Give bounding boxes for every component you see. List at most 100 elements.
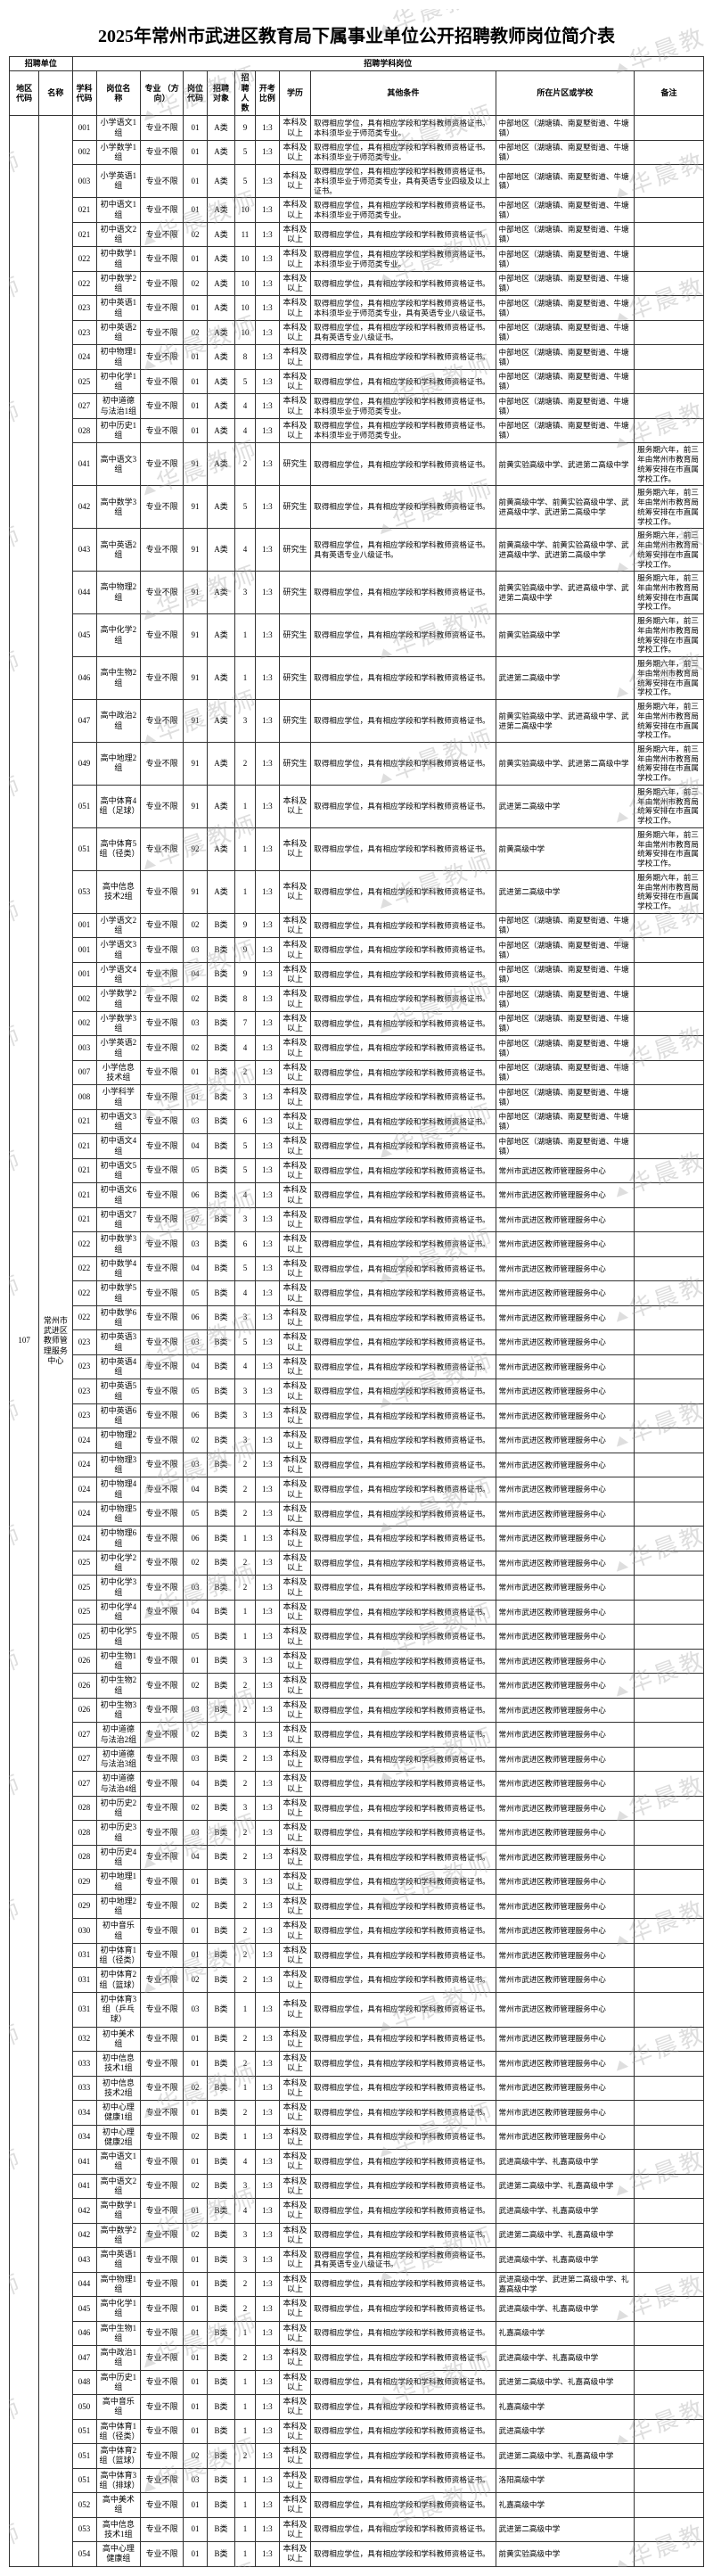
table-row[interactable]: 022 初中数学5组 专业不限 05 B类 4 1:3 本科及 以上 取得相应学位，具有相应学段… [10, 1281, 704, 1306]
table-row[interactable]: 051 高中体育2组（篮球） 专业不限 02 B类 2 1:3 本科及 以上 取得相应学位，具有… [10, 2444, 704, 2469]
table-row[interactable]: 022 初中数学6组 专业不限 06 B类 3 1:3 本科及 以上 取得相应学位，具有相应学段… [10, 1305, 704, 1330]
table-row[interactable]: 025 初中化学4组 专业不限 04 B类 1 1:3 本科及 以上 取得相应学位，具有相应学段… [10, 1600, 704, 1625]
table-row[interactable]: 034 初中心理健康1组 专业不限 01 B类 2 1:3 本科及 以上 取得相应学位，具有相应… [10, 2101, 704, 2126]
table-row[interactable]: 042 高中数学1组 专业不限 01 B类 4 1:3 本科及 以上 取得相应学位，具有相应学段… [10, 2199, 704, 2224]
table-row[interactable]: 024 初中物理4组 专业不限 04 B类 2 1:3 本科及 以上 取得相应学位，具有相应学段… [10, 1477, 704, 1502]
table-row[interactable]: 047 高中政治1组 专业不限 01 B类 2 1:3 本科及 以上 取得相应学位，具有相应学段… [10, 2346, 704, 2371]
table-row[interactable]: 044 高中物理1组 专业不限 01 B类 2 1:3 本科及 以上 取得相应学位，具有相应学段… [10, 2272, 704, 2297]
table-row[interactable]: 107 常州市武进区教师管理服务中心 001 小学语文1组 专业不限 01 A类 9 1:3 本科… [10, 116, 704, 141]
table-row[interactable]: 042 高中数学2组 专业不限 02 B类 3 1:3 本科及 以上 取得相应学位，具有相应学段… [10, 2223, 704, 2248]
table-row[interactable]: 002 小学数学1组 专业不限 01 A类 5 1:3 本科及 以上 取得相应学位，具有相应学段… [10, 140, 704, 165]
table-row[interactable]: 022 初中数学2组 专业不限 02 A类 10 1:3 本科及 以上 取得相应学位，具有相应学… [10, 271, 704, 296]
table-row[interactable]: 048 高中历史1组 专业不限 01 B类 1 1:3 本科及 以上 取得相应学位，具有相应学段… [10, 2370, 704, 2395]
table-row[interactable]: 021 初中语文4组 专业不限 04 B类 5 1:3 本科及 以上 取得相应学位，具有相应学段… [10, 1134, 704, 1159]
table-row[interactable]: 023 初中英语6组 专业不限 06 B类 3 1:3 本科及 以上 取得相应学位，具有相应学段… [10, 1403, 704, 1428]
table-row[interactable]: 051 高中体育3组（排球） 专业不限 03 B类 1 1:3 本科及 以上 取得相应学位，具有… [10, 2468, 704, 2493]
table-row[interactable]: 021 初中语文5组 专业不限 05 B类 5 1:3 本科及 以上 取得相应学位，具有相应学段… [10, 1158, 704, 1183]
post-code-cell: 02 [183, 1428, 207, 1453]
table-row[interactable]: 049 高中地理2组 专业不限 91 A类 2 1:3 研究生 取得相应学位，具有相应学段和学科… [10, 743, 704, 786]
table-row[interactable]: 046 高中生物2组 专业不限 91 A类 1 1:3 研究生 取得相应学位，具有相应学段和学科… [10, 657, 704, 700]
table-row[interactable]: 027 初中道德与法治3组 专业不限 03 B类 2 1:3 本科及 以上 取得相应学位，具有相… [10, 1747, 704, 1772]
table-row[interactable]: 003 小学英语2组 专业不限 02 B类 4 1:3 本科及 以上 取得相应学位，具有相应学段… [10, 1036, 704, 1061]
table-row[interactable]: 007 小学信息技术组 专业不限 01 B类 2 1:3 本科及 以上 取得相应学位，具有相应学… [10, 1060, 704, 1085]
table-row[interactable]: 026 初中生物1组 专业不限 01 B类 3 1:3 本科及 以上 取得相应学位，具有相应学段… [10, 1649, 704, 1674]
table-row[interactable]: 002 小学数学2组 专业不限 02 B类 8 1:3 本科及 以上 取得相应学位，具有相应学段… [10, 987, 704, 1012]
table-row[interactable]: 034 初中心理健康2组 专业不限 02 B类 1 1:3 本科及 以上 取得相应学位，具有相应… [10, 2125, 704, 2150]
education-cell: 本科及 以上 [279, 320, 310, 345]
table-row[interactable]: 003 小学英语1组 专业不限 01 A类 5 1:3 本科及 以上 取得相应学位，具有相应学段… [10, 165, 704, 198]
table-row[interactable]: 041 高中语文1组 专业不限 01 B类 4 1:3 本科及 以上 取得相应学位，具有相应学段… [10, 2150, 704, 2175]
table-row[interactable]: 021 初中语文6组 专业不限 06 B类 4 1:3 本科及 以上 取得相应学位，具有相应学段… [10, 1183, 704, 1208]
table-row[interactable]: 024 初中物理5组 专业不限 05 B类 2 1:3 本科及 以上 取得相应学位，具有相应学段… [10, 1502, 704, 1527]
table-row[interactable]: 054 高中心理健康组 专业不限 01 B类 1 1:3 本科及 以上 取得相应学位，具有相应学… [10, 2542, 704, 2567]
table-row[interactable]: 021 初中语文7组 专业不限 07 B类 3 1:3 本科及 以上 取得相应学位，具有相应学段… [10, 1207, 704, 1232]
table-row[interactable]: 021 初中语文2组 专业不限 02 A类 11 1:3 本科及 以上 取得相应学位，具有相应学… [10, 222, 704, 247]
table-row[interactable]: 026 初中生物3组 专业不限 03 B类 2 1:3 本科及 以上 取得相应学位，具有相应学段… [10, 1698, 704, 1723]
table-row[interactable]: 053 高中信息技术2组 专业不限 91 A类 1 1:3 本科及 以上 取得相应学位，具有相应… [10, 870, 704, 913]
post-name-cell: 高中数学2组 [96, 2223, 141, 2248]
table-row[interactable]: 028 初中历史2组 专业不限 02 B类 3 1:3 本科及 以上 取得相应学位，具有相应学段… [10, 1796, 704, 1821]
table-row[interactable]: 022 初中数学3组 专业不限 03 B类 6 1:3 本科及 以上 取得相应学位，具有相应学段… [10, 1232, 704, 1257]
table-row[interactable]: 045 高中化学2组 专业不限 91 A类 1 1:3 研究生 取得相应学位，具有相应学段和学科… [10, 614, 704, 657]
table-row[interactable]: 024 初中物理6组 专业不限 06 B类 1 1:3 本科及 以上 取得相应学位，具有相应学段… [10, 1527, 704, 1551]
table-row[interactable]: 001 小学语文3组 专业不限 03 B类 9 1:3 本科及 以上 取得相应学位，具有相应学段… [10, 938, 704, 963]
table-row[interactable]: 024 初中物理1组 专业不限 01 A类 8 1:3 本科及 以上 取得相应学位，具有相应学段… [10, 345, 704, 370]
table-row[interactable]: 031 初中体育1组（径类） 专业不限 01 B类 2 1:3 本科及 以上 取得相应学位，具有… [10, 1943, 704, 1968]
table-row[interactable]: 041 高中语文3组 专业不限 91 A类 2 1:3 研究生 取得相应学位，具有相应学段和学科… [10, 443, 704, 486]
table-row[interactable]: 031 初中体育2组（篮球） 专业不限 02 B类 2 1:3 本科及 以上 取得相应学位，具有… [10, 1968, 704, 1993]
table-row[interactable]: 043 高中英语1组 专业不限 01 B类 3 1:3 本科及 以上 取得相应学位，具有相应学段… [10, 2248, 704, 2273]
table-row[interactable]: 044 高中物理2组 专业不限 91 A类 3 1:3 研究生 取得相应学位，具有相应学段和学科… [10, 572, 704, 614]
table-row[interactable]: 053 高中信息技术1组 专业不限 01 B类 1 1:3 本科及 以上 取得相应学位，具有相应… [10, 2517, 704, 2542]
table-row[interactable]: 023 初中英语5组 专业不限 05 B类 3 1:3 本科及 以上 取得相应学位，具有相应学段… [10, 1379, 704, 1404]
table-row[interactable]: 002 小学数学3组 专业不限 03 B类 7 1:3 本科及 以上 取得相应学位，具有相应学段… [10, 1011, 704, 1036]
table-row[interactable]: 046 高中生物1组 专业不限 01 B类 1 1:3 本科及 以上 取得相应学位，具有相应学段… [10, 2321, 704, 2346]
table-row[interactable]: 023 初中英语4组 专业不限 04 B类 4 1:3 本科及 以上 取得相应学位，具有相应学段… [10, 1354, 704, 1379]
table-row[interactable]: 023 初中英语1组 专业不限 01 A类 10 1:3 本科及 以上 取得相应学位，具有相应学… [10, 296, 704, 321]
table-row[interactable]: 008 小学科学组 专业不限 01 B类 3 1:3 本科及 以上 取得相应学位，具有相应学段和… [10, 1085, 704, 1110]
table-row[interactable]: 021 初中语文3组 专业不限 03 B类 6 1:3 本科及 以上 取得相应学位，具有相应学段… [10, 1109, 704, 1134]
table-row[interactable]: 025 初中化学1组 专业不限 01 A类 5 1:3 本科及 以上 取得相应学位，具有相应学段… [10, 369, 704, 394]
table-row[interactable]: 025 初中化学3组 专业不限 03 B类 2 1:3 本科及 以上 取得相应学位，具有相应学段… [10, 1576, 704, 1601]
table-row[interactable]: 041 高中语文2组 专业不限 02 B类 3 1:3 本科及 以上 取得相应学位，具有相应学段… [10, 2174, 704, 2199]
table-row[interactable]: 001 小学语文2组 专业不限 02 B类 9 1:3 本科及 以上 取得相应学位，具有相应学段… [10, 913, 704, 938]
table-row[interactable]: 024 初中物理2组 专业不限 02 B类 3 1:3 本科及 以上 取得相应学位，具有相应学段… [10, 1428, 704, 1453]
table-row[interactable]: 045 高中化学1组 专业不限 01 B类 2 1:3 本科及 以上 取得相应学位，具有相应学段… [10, 2297, 704, 2322]
table-row[interactable]: 025 初中化学2组 专业不限 02 B类 2 1:3 本科及 以上 取得相应学位，具有相应学段… [10, 1551, 704, 1576]
table-row[interactable]: 023 初中英语2组 专业不限 02 A类 10 1:3 本科及 以上 取得相应学位，具有相应学… [10, 320, 704, 345]
table-row[interactable]: 026 初中生物2组 专业不限 02 B类 2 1:3 本科及 以上 取得相应学位，具有相应学段… [10, 1674, 704, 1699]
table-row[interactable]: 024 初中物理3组 专业不限 03 B类 2 1:3 本科及 以上 取得相应学位，具有相应学段… [10, 1453, 704, 1477]
table-row[interactable]: 051 高中体育1组（径类） 专业不限 01 B类 1 1:3 本科及 以上 取得相应学位，具有… [10, 2419, 704, 2444]
table-row[interactable]: 027 初中道德与法治1组 专业不限 01 A类 4 1:3 本科及 以上 取得相应学位，具有相… [10, 394, 704, 419]
subject-code-cell: 049 [72, 743, 96, 786]
table-row[interactable]: 022 初中数学1组 专业不限 01 A类 10 1:3 本科及 以上 取得相应学位，具有相应学… [10, 247, 704, 272]
table-row[interactable]: 028 初中历史4组 专业不限 04 B类 2 1:3 本科及 以上 取得相应学位，具有相应学段… [10, 1845, 704, 1870]
table-row[interactable]: 027 初中道德与法治2组 专业不限 02 B类 3 1:3 本科及 以上 取得相应学位，具有相… [10, 1723, 704, 1748]
table-row[interactable]: 050 高中音乐组 专业不限 01 B类 1 1:3 本科及 以上 取得相应学位，具有相应学段和… [10, 2395, 704, 2420]
table-row[interactable]: 025 初中化学5组 专业不限 05 B类 1 1:3 本科及 以上 取得相应学位，具有相应学段… [10, 1625, 704, 1650]
education-cell: 本科及 以上 [279, 1109, 310, 1134]
table-row[interactable]: 029 初中地理2组 专业不限 02 B类 2 1:3 本科及 以上 取得相应学位，具有相应学段… [10, 1894, 704, 1919]
table-row[interactable]: 022 初中数学4组 专业不限 04 B类 5 1:3 本科及 以上 取得相应学位，具有相应学段… [10, 1256, 704, 1281]
table-row[interactable]: 031 初中体育3组（乒乓球） 专业不限 03 B类 1 1:3 本科及 以上 取得相应学位，具… [10, 1992, 704, 2027]
major-cell: 专业不限 [141, 1551, 184, 1576]
table-row[interactable]: 042 高中数学3组 专业不限 91 A类 5 1:3 研究生 取得相应学位，具有相应学段和学科… [10, 486, 704, 529]
table-row[interactable]: 033 初中信息技术1组 专业不限 01 B类 2 1:3 本科及 以上 取得相应学位，具有相应… [10, 2052, 704, 2077]
table-row[interactable]: 029 初中地理1组 专业不限 01 B类 3 1:3 本科及 以上 取得相应学位，具有相应学段… [10, 1870, 704, 1895]
exam-ratio-cell: 1:3 [255, 1845, 279, 1870]
table-row[interactable]: 051 高中体育5组（径类） 专业不限 92 A类 1 1:3 本科及 以上 取得相应学位，具有… [10, 827, 704, 870]
table-row[interactable]: 043 高中英语2组 专业不限 91 A类 4 1:3 研究生 取得相应学位，具有相应学段和学科… [10, 529, 704, 572]
other-conditions-cell: 取得相应学位，具有相应学段和学科教师资格证书。 [311, 913, 496, 938]
table-row[interactable]: 052 高中美术组 专业不限 01 B类 1 1:3 本科及 以上 取得相应学位，具有相应学段和… [10, 2493, 704, 2518]
table-row[interactable]: 033 初中信息技术2组 专业不限 02 B类 1 1:3 本科及 以上 取得相应学位，具有相应… [10, 2076, 704, 2101]
table-row[interactable]: 028 初中历史3组 专业不限 03 B类 2 1:3 本科及 以上 取得相应学位，具有相应学段… [10, 1821, 704, 1846]
table-row[interactable]: 030 初中音乐组 专业不限 01 B类 2 1:3 本科及 以上 取得相应学位，具有相应学段和… [10, 1919, 704, 1944]
table-row[interactable]: 027 初中道德与法治4组 专业不限 04 B类 2 1:3 本科及 以上 取得相应学位，具有相… [10, 1772, 704, 1797]
table-row[interactable]: 047 高中政治2组 专业不限 91 A类 3 1:3 研究生 取得相应学位，具有相应学段和学科… [10, 700, 704, 743]
table-row[interactable]: 001 小学语文4组 专业不限 04 B类 9 1:3 本科及 以上 取得相应学位，具有相应学段… [10, 962, 704, 987]
education-cell: 本科及 以上 [279, 827, 310, 870]
table-row[interactable]: 028 初中历史1组 专业不限 01 A类 4 1:3 本科及 以上 取得相应学位，具有相应学段… [10, 418, 704, 443]
table-row[interactable]: 032 初中美术组 专业不限 01 B类 2 1:3 本科及 以上 取得相应学位，具有相应学段和… [10, 2027, 704, 2052]
table-row[interactable]: 021 初中语文1组 专业不限 01 A类 10 1:3 本科及 以上 取得相应学位，具有相应学… [10, 198, 704, 223]
table-row[interactable]: 051 高中体育4组（足球） 专业不限 91 A类 1 1:3 本科及 以上 取得相应学位，具有… [10, 785, 704, 827]
table-row[interactable]: 023 初中英语3组 专业不限 03 B类 5 1:3 本科及 以上 取得相应学位，具有相应学段… [10, 1330, 704, 1355]
